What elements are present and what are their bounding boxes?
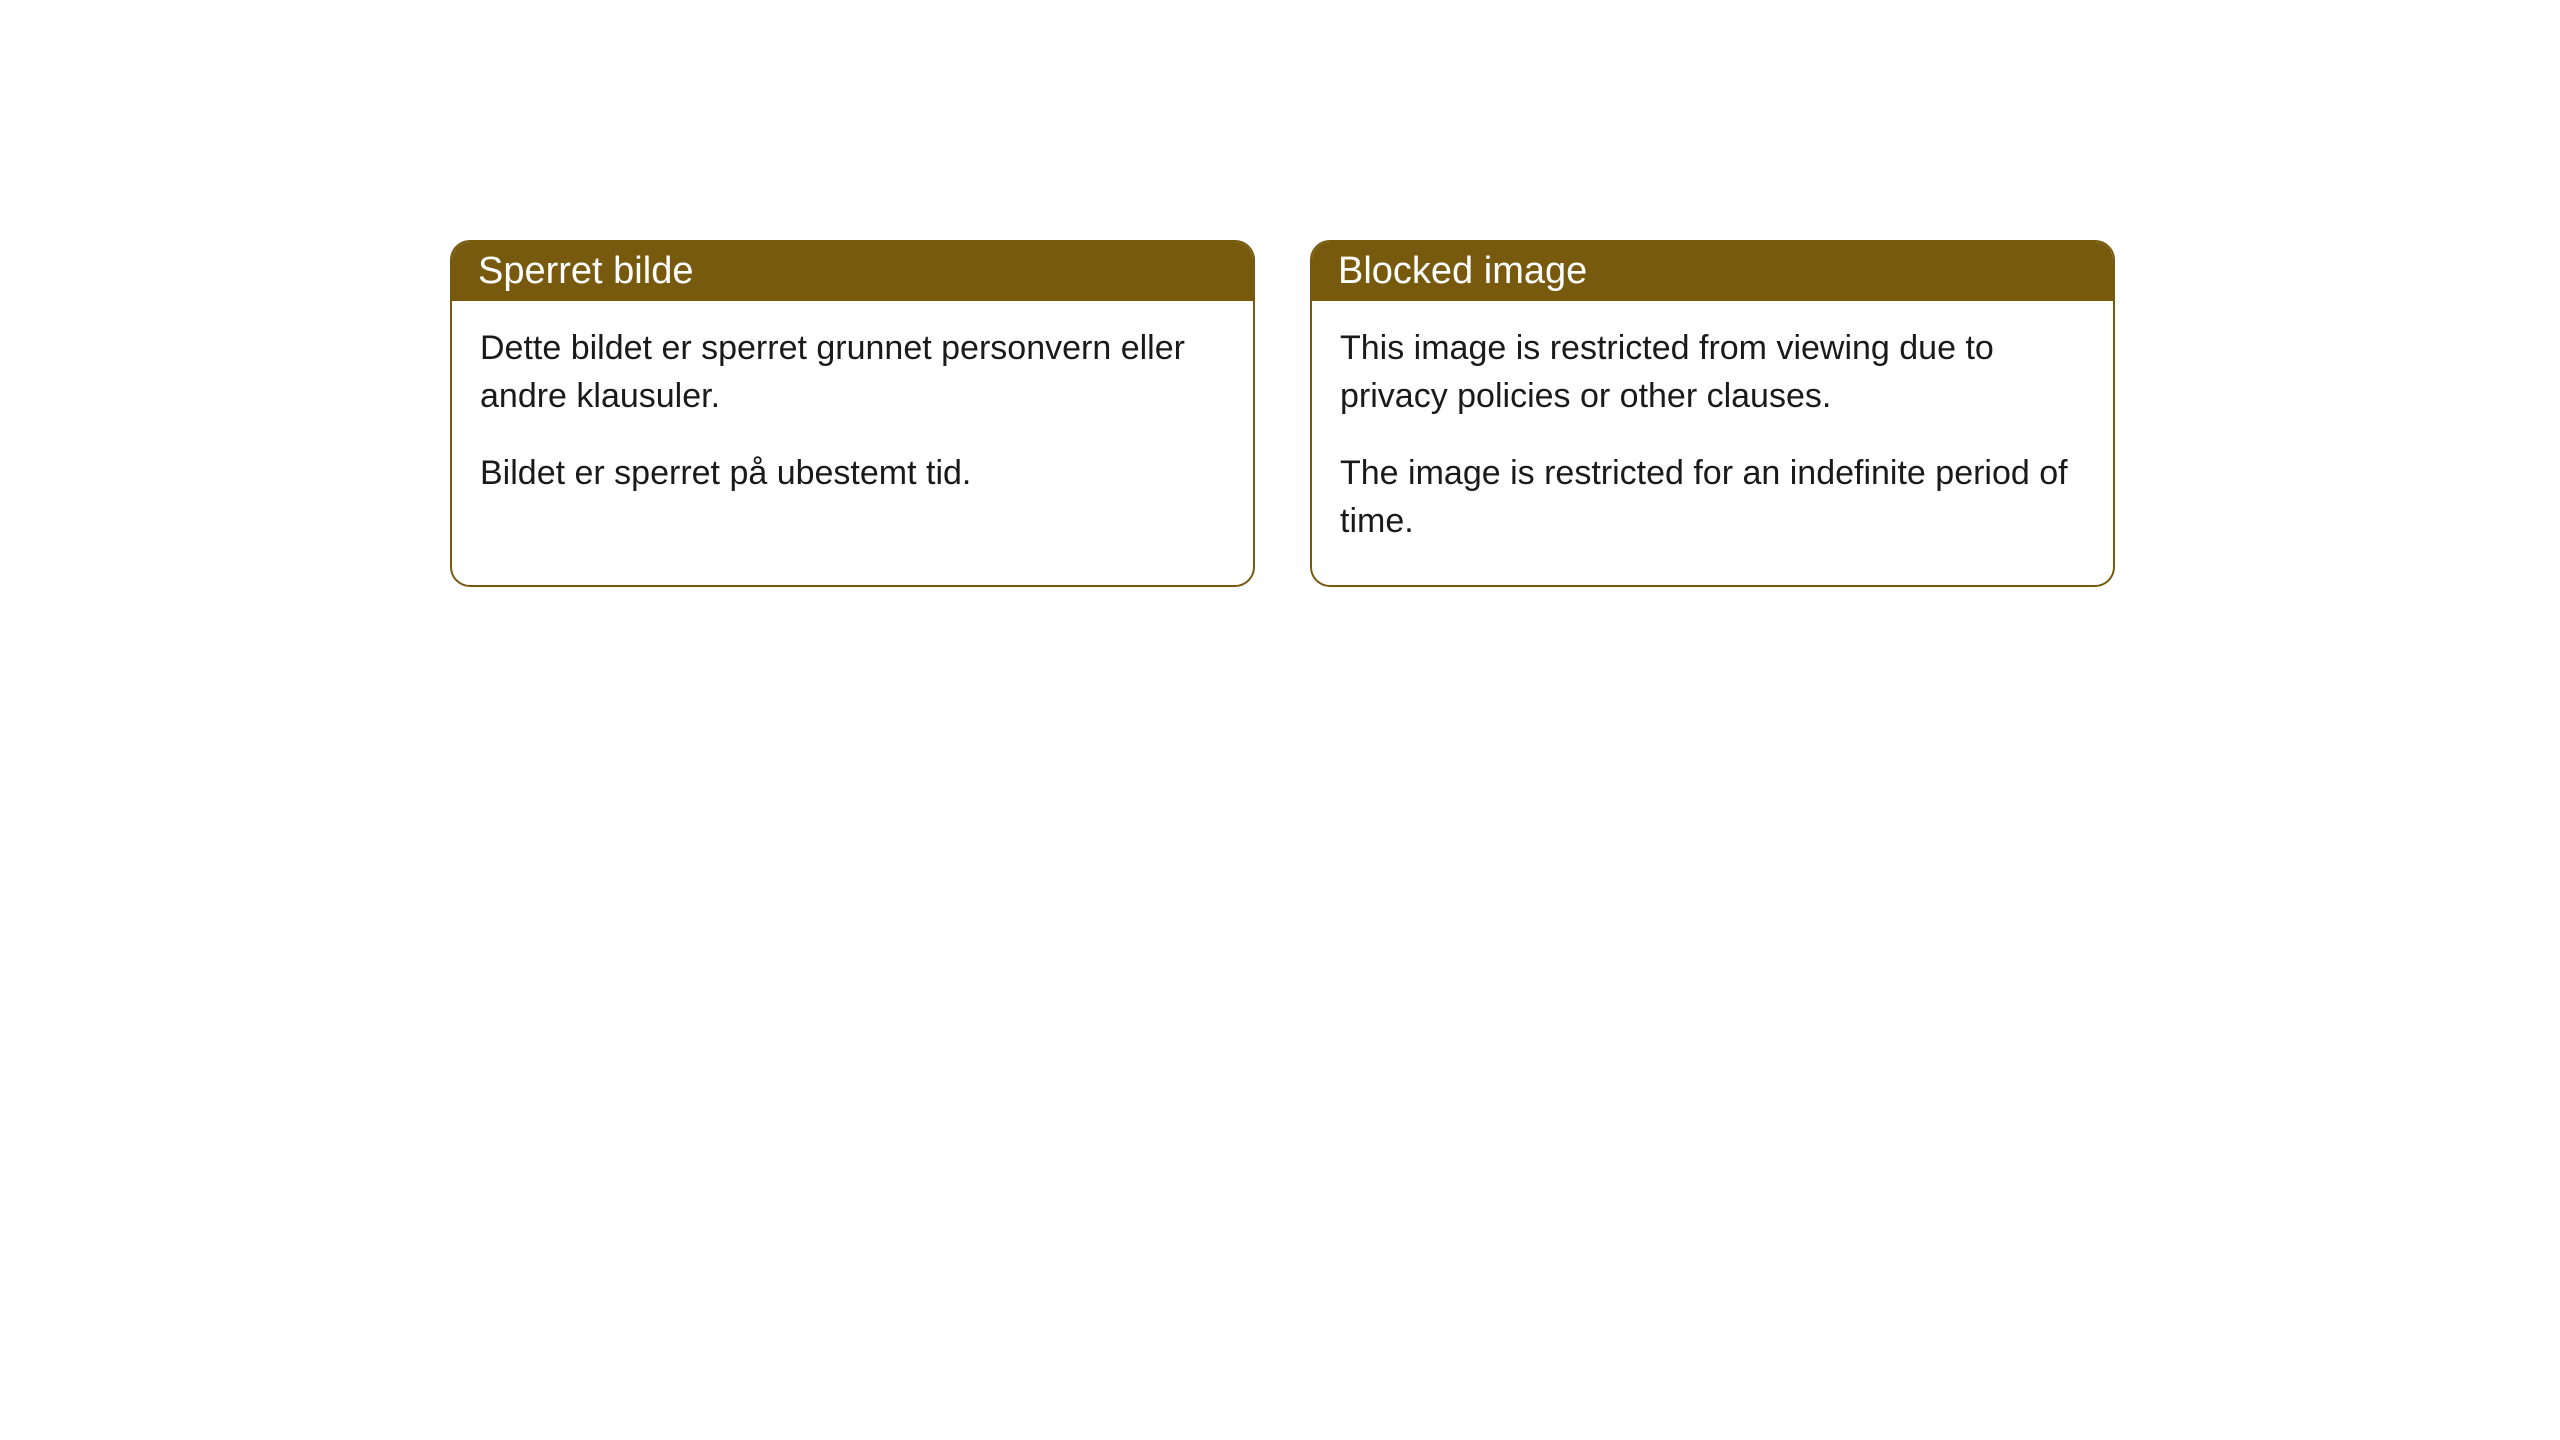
card-paragraph-2: Bildet er sperret på ubestemt tid. (480, 450, 1225, 498)
card-header-english: Blocked image (1312, 242, 2113, 301)
card-english: Blocked image This image is restricted f… (1310, 240, 2115, 587)
card-body-english: This image is restricted from viewing du… (1312, 301, 2113, 585)
card-paragraph-1: Dette bildet er sperret grunnet personve… (480, 325, 1225, 420)
cards-container: Sperret bilde Dette bildet er sperret gr… (450, 240, 2115, 587)
card-norwegian: Sperret bilde Dette bildet er sperret gr… (450, 240, 1255, 587)
card-body-norwegian: Dette bildet er sperret grunnet personve… (452, 301, 1253, 538)
card-header-norwegian: Sperret bilde (452, 242, 1253, 301)
card-paragraph-1: This image is restricted from viewing du… (1340, 325, 2085, 420)
card-paragraph-2: The image is restricted for an indefinit… (1340, 450, 2085, 545)
